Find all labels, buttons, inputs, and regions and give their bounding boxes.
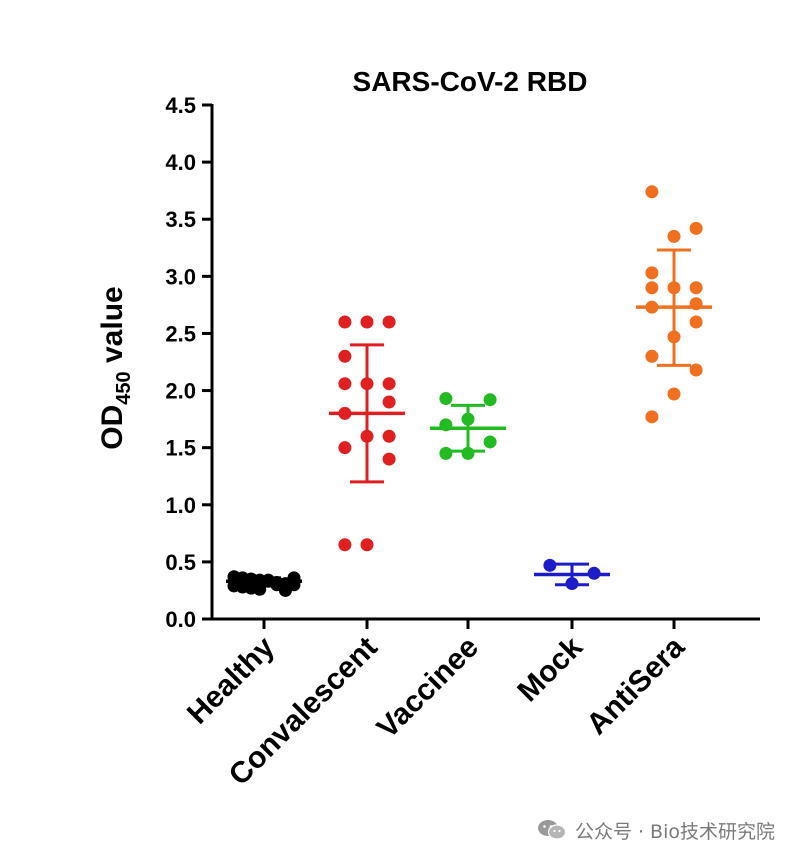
chart-title: SARS-CoV-2 RBD <box>353 66 588 97</box>
axes: 0.0 0.5 1.0 1.5 2.0 2.5 3.0 3.5 4.0 4.5 <box>165 93 760 632</box>
y-axis-label-main: OD <box>96 405 129 450</box>
y-tick-label: 1.5 <box>165 436 196 461</box>
data-point <box>360 538 374 552</box>
data-point <box>483 393 497 407</box>
y-axis-label-rest: value <box>96 286 129 371</box>
x-category-label: Mock <box>511 630 589 708</box>
data-point <box>645 185 659 199</box>
data-point <box>382 452 396 466</box>
data-point <box>382 377 396 391</box>
y-tick-label: 1.0 <box>165 493 196 518</box>
y-tick-label: 4.0 <box>165 150 196 175</box>
data-point <box>645 349 659 363</box>
data-point <box>278 583 292 597</box>
data-point <box>689 281 703 295</box>
group-antisera <box>636 185 712 424</box>
y-tick-label: 3.5 <box>165 207 196 232</box>
data-point <box>645 266 659 280</box>
data-point <box>338 349 352 363</box>
data-point <box>689 315 703 329</box>
x-category-label: AntiSera <box>580 630 691 741</box>
data-point <box>338 377 352 391</box>
data-point <box>338 538 352 552</box>
data-point <box>382 395 396 409</box>
data-point <box>439 392 453 406</box>
y-axis-label-subscript: 450 <box>113 371 135 404</box>
y-tick-label: 3.0 <box>165 264 196 289</box>
group-vaccinee <box>430 392 506 460</box>
y-tick-label: 0.0 <box>165 607 196 632</box>
group-convalescent <box>329 315 405 552</box>
data-point <box>645 281 659 295</box>
data-point <box>689 221 703 235</box>
group-healthy <box>226 570 302 597</box>
x-category-label: Healthy <box>181 630 281 730</box>
data-point <box>360 315 374 329</box>
data-point <box>338 441 352 455</box>
data-point <box>338 315 352 329</box>
data-point <box>689 363 703 377</box>
data-point <box>667 229 681 243</box>
data-point <box>382 429 396 443</box>
y-tick-label: 2.0 <box>165 379 196 404</box>
group-mock <box>534 558 610 591</box>
data-point <box>645 410 659 424</box>
watermark-text: 公众号 · Bio技术研究院 <box>574 820 775 843</box>
data-point <box>483 435 497 449</box>
y-tick-label: 4.5 <box>165 93 196 118</box>
data-point <box>543 558 557 572</box>
data-point <box>667 387 681 401</box>
y-tick-label: 2.5 <box>165 321 196 346</box>
data-point <box>439 446 453 460</box>
watermark: 公众号 · Bio技术研究院 <box>537 815 775 845</box>
y-tick-label: 0.5 <box>165 550 196 575</box>
wechat-icon <box>537 820 567 840</box>
x-category-label: Vaccinee <box>371 631 485 745</box>
data-marks <box>226 185 712 597</box>
data-point <box>382 315 396 329</box>
y-axis-label: OD450 value <box>96 286 135 449</box>
